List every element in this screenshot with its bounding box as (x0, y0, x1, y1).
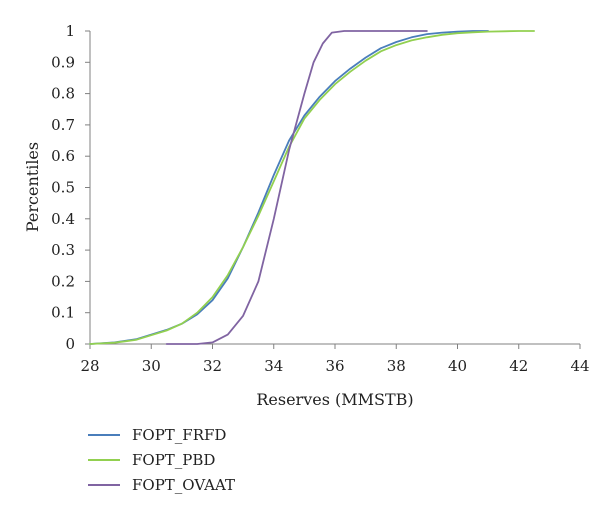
y-tick-label: 0.6 (51, 147, 75, 165)
series-line-fopt-ovaat (165, 30, 428, 345)
y-tick-label: 0.9 (51, 53, 75, 71)
axes (89, 31, 580, 345)
y-tick-label: 0.7 (51, 116, 75, 134)
x-tick-label: 36 (325, 357, 344, 375)
y-tick-label: 1 (65, 22, 75, 40)
x-ticks: 28 30 32 34 36 38 40 42 44 (80, 344, 590, 375)
x-tick-label: 34 (264, 357, 283, 375)
x-tick-label: 32 (203, 357, 222, 375)
y-tick-label: 0 (65, 335, 75, 353)
y-tick-label: 0.2 (51, 272, 75, 290)
legend-label: FOPT_FRFD (132, 426, 226, 444)
x-tick-label: 42 (509, 357, 528, 375)
x-tick-label: 28 (80, 357, 99, 375)
x-axis-title: Reserves (MMSTB) (256, 390, 413, 409)
y-ticks: 0 0.1 0.2 0.3 0.4 0.5 0.6 0.7 0.8 0.9 1 (51, 22, 90, 353)
series-line-fopt-frfd (89, 30, 490, 345)
series-layer (89, 30, 535, 345)
x-tick-label: 44 (570, 357, 589, 375)
y-tick-label: 0.5 (51, 179, 75, 197)
series-line-fopt-pbd (89, 30, 535, 345)
x-tick-label: 38 (387, 357, 406, 375)
x-tick-label: 30 (142, 357, 161, 375)
y-tick-label: 0.4 (51, 210, 75, 228)
y-axis-title: Percentiles (23, 142, 42, 232)
y-tick-label: 0.1 (51, 304, 75, 322)
legend-label: FOPT_PBD (132, 451, 215, 469)
y-tick-label: 0.3 (51, 241, 75, 259)
legend-label: FOPT_OVAAT (132, 476, 235, 494)
x-tick-label: 40 (448, 357, 467, 375)
y-tick-label: 0.8 (51, 85, 75, 103)
legend: FOPT_FRFD FOPT_PBD FOPT_OVAAT (88, 426, 235, 494)
